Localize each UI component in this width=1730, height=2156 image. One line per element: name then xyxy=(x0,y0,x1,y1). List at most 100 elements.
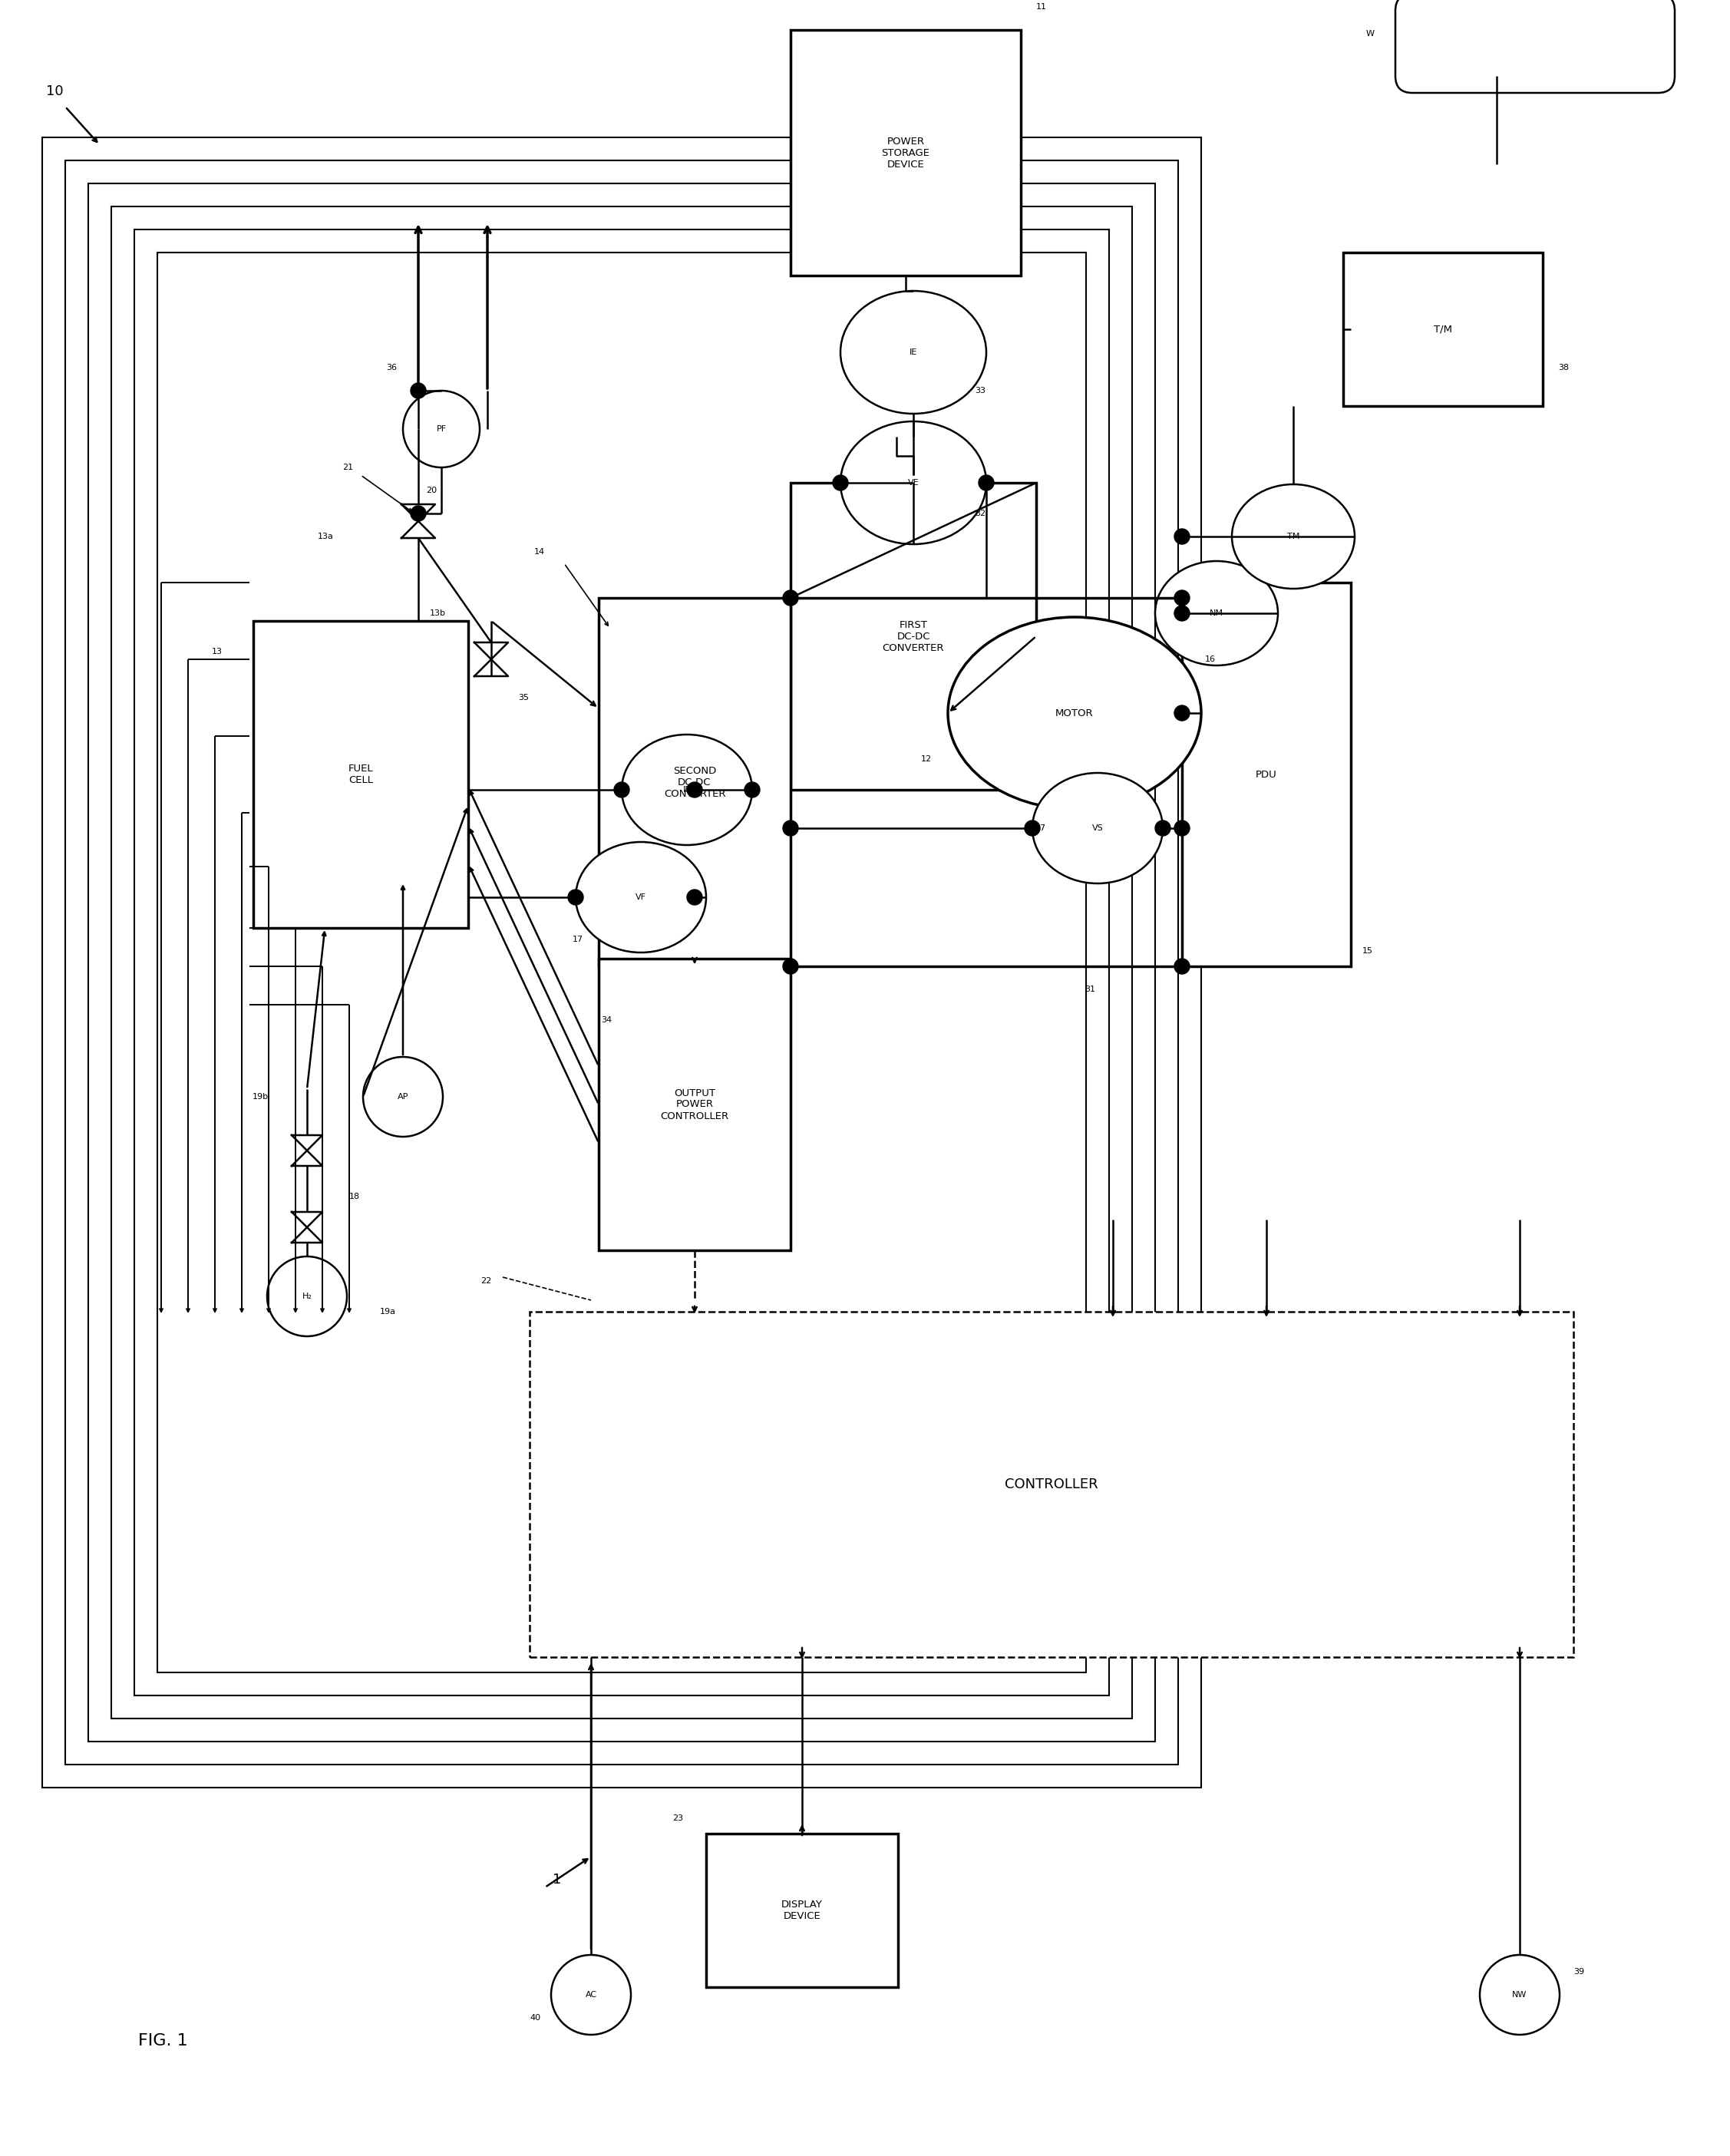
Text: 37: 37 xyxy=(1035,824,1045,832)
Text: 33: 33 xyxy=(974,386,986,395)
Circle shape xyxy=(784,591,798,606)
Text: NM: NM xyxy=(1209,610,1223,617)
Circle shape xyxy=(1175,528,1190,543)
Circle shape xyxy=(784,959,798,975)
Text: H₂: H₂ xyxy=(303,1294,311,1300)
Ellipse shape xyxy=(576,843,706,953)
Bar xyxy=(1342,252,1543,405)
Text: PDU: PDU xyxy=(1256,770,1277,780)
Circle shape xyxy=(1479,1955,1560,2035)
Circle shape xyxy=(744,783,759,798)
Text: 16: 16 xyxy=(1206,655,1216,664)
Circle shape xyxy=(784,821,798,837)
Text: 34: 34 xyxy=(600,1015,612,1024)
Text: 39: 39 xyxy=(1573,1968,1585,1975)
Circle shape xyxy=(1175,606,1190,621)
Text: 35: 35 xyxy=(517,694,529,701)
Bar xyxy=(529,1311,1573,1658)
Text: FIG. 1: FIG. 1 xyxy=(138,2033,189,2048)
Text: 15: 15 xyxy=(1362,946,1374,955)
Text: 14: 14 xyxy=(535,548,545,556)
Text: VF: VF xyxy=(635,893,647,901)
Bar xyxy=(88,183,1156,1742)
Text: 13: 13 xyxy=(211,647,223,655)
Text: CONTROLLER: CONTROLLER xyxy=(1005,1477,1099,1492)
Circle shape xyxy=(567,890,583,906)
Circle shape xyxy=(1024,821,1040,837)
Text: 1: 1 xyxy=(552,1874,561,1886)
Text: 13b: 13b xyxy=(429,610,446,617)
Text: 17: 17 xyxy=(573,936,583,944)
Circle shape xyxy=(687,783,702,798)
Bar xyxy=(157,252,1086,1673)
Bar xyxy=(706,1833,898,1988)
Bar xyxy=(791,30,1021,276)
Circle shape xyxy=(363,1056,443,1136)
Text: DISPLAY
DEVICE: DISPLAY DEVICE xyxy=(782,1899,823,1921)
Ellipse shape xyxy=(1033,772,1163,884)
Ellipse shape xyxy=(948,617,1201,808)
Ellipse shape xyxy=(841,420,986,543)
Circle shape xyxy=(1175,705,1190,720)
Ellipse shape xyxy=(841,291,986,414)
Text: VS: VS xyxy=(1092,824,1104,832)
Text: 19a: 19a xyxy=(381,1309,396,1315)
Circle shape xyxy=(410,507,426,522)
Bar xyxy=(111,207,1131,1718)
Circle shape xyxy=(266,1257,348,1337)
Bar xyxy=(599,959,791,1250)
Text: 22: 22 xyxy=(481,1276,491,1285)
Text: NW: NW xyxy=(1512,1990,1528,1999)
Ellipse shape xyxy=(1156,561,1278,666)
Text: 12: 12 xyxy=(920,755,932,763)
Text: FUEL
CELL: FUEL CELL xyxy=(348,763,374,785)
Circle shape xyxy=(1175,959,1190,975)
Text: 18: 18 xyxy=(349,1192,360,1201)
Circle shape xyxy=(1175,591,1190,606)
Text: 23: 23 xyxy=(673,1815,683,1822)
Text: OUTPUT
POWER
CONTROLLER: OUTPUT POWER CONTROLLER xyxy=(661,1089,728,1121)
Text: 10: 10 xyxy=(47,84,64,99)
Text: T/M: T/M xyxy=(1434,323,1451,334)
Text: AC: AC xyxy=(585,1990,597,1999)
Bar xyxy=(791,483,1036,789)
Text: W: W xyxy=(1365,30,1374,37)
Text: 19b: 19b xyxy=(253,1093,268,1102)
Circle shape xyxy=(1156,821,1171,837)
Circle shape xyxy=(403,390,479,468)
Text: 32: 32 xyxy=(974,509,986,517)
Text: TM: TM xyxy=(1287,533,1299,541)
Circle shape xyxy=(552,1955,631,2035)
Bar xyxy=(42,138,1201,1787)
Circle shape xyxy=(614,783,630,798)
Text: IE: IE xyxy=(910,349,917,356)
Text: SECOND
DC-DC
CONVERTER: SECOND DC-DC CONVERTER xyxy=(664,765,725,798)
Bar xyxy=(599,597,791,966)
Text: 31: 31 xyxy=(1085,985,1095,994)
Ellipse shape xyxy=(621,735,753,845)
Text: 13a: 13a xyxy=(318,533,334,541)
Bar xyxy=(66,160,1178,1764)
Text: AP: AP xyxy=(398,1093,408,1102)
Circle shape xyxy=(832,474,848,489)
Text: MOTOR: MOTOR xyxy=(1055,707,1093,718)
Ellipse shape xyxy=(1232,485,1355,589)
Text: FIRST
DC-DC
CONVERTER: FIRST DC-DC CONVERTER xyxy=(882,619,945,653)
Circle shape xyxy=(687,890,702,906)
Bar xyxy=(1182,582,1351,966)
Text: PF: PF xyxy=(436,425,446,433)
Text: POWER
STORAGE
DEVICE: POWER STORAGE DEVICE xyxy=(882,136,929,168)
Text: 40: 40 xyxy=(529,2014,540,2022)
Bar xyxy=(253,621,469,927)
Circle shape xyxy=(410,384,426,399)
Text: 38: 38 xyxy=(1559,364,1569,371)
Text: 36: 36 xyxy=(386,364,396,371)
Text: VE: VE xyxy=(908,479,919,487)
Text: 20: 20 xyxy=(426,487,436,494)
Text: IF: IF xyxy=(683,787,690,793)
Circle shape xyxy=(979,474,995,489)
Bar xyxy=(135,229,1109,1695)
Text: 21: 21 xyxy=(343,464,353,472)
Circle shape xyxy=(1175,821,1190,837)
Text: 11: 11 xyxy=(1036,2,1047,11)
